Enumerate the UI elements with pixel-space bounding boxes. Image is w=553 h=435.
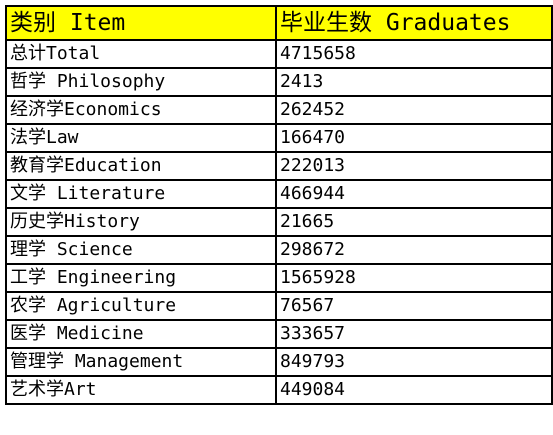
category-cell: 哲学 Philosophy	[5, 67, 277, 97]
graduates-cell: 298672	[275, 235, 553, 265]
table-row: 历史学History 21665	[5, 207, 553, 237]
graduates-cell: 466944	[275, 179, 553, 209]
header-row: 类别 Item 毕业生数 Graduates	[5, 5, 553, 41]
graduates-cell: 849793	[275, 347, 553, 377]
table-row: 教育学Education 222013	[5, 151, 553, 181]
table-header: 类别 Item 毕业生数 Graduates	[5, 5, 553, 41]
table-row: 理学 Science 298672	[5, 235, 553, 265]
graduates-cell: 21665	[275, 207, 553, 237]
category-cell: 教育学Education	[5, 151, 277, 181]
graduates-cell: 166470	[275, 123, 553, 153]
table-row: 艺术学Art 449084	[5, 375, 553, 405]
header-category: 类别 Item	[5, 5, 277, 41]
category-cell: 艺术学Art	[5, 375, 277, 405]
table-row: 医学 Medicine 333657	[5, 319, 553, 349]
category-cell: 农学 Agriculture	[5, 291, 277, 321]
graduates-cell: 333657	[275, 319, 553, 349]
category-cell: 总计Total	[5, 39, 277, 69]
graduates-cell: 76567	[275, 291, 553, 321]
table-row: 管理学 Management 849793	[5, 347, 553, 377]
graduates-table: 类别 Item 毕业生数 Graduates 总计Total 4715658 哲…	[5, 5, 553, 405]
table-row: 哲学 Philosophy 2413	[5, 67, 553, 97]
graduates-cell: 2413	[275, 67, 553, 97]
table-row: 文学 Literature 466944	[5, 179, 553, 209]
category-cell: 经济学Economics	[5, 95, 277, 125]
table-row: 经济学Economics 262452	[5, 95, 553, 125]
table-body: 总计Total 4715658 哲学 Philosophy 2413 经济学Ec…	[5, 39, 553, 405]
header-graduates: 毕业生数 Graduates	[275, 5, 553, 41]
category-cell: 工学 Engineering	[5, 263, 277, 293]
graduates-cell: 222013	[275, 151, 553, 181]
table-row: 法学Law 166470	[5, 123, 553, 153]
category-cell: 历史学History	[5, 207, 277, 237]
table-row: 农学 Agriculture 76567	[5, 291, 553, 321]
category-cell: 文学 Literature	[5, 179, 277, 209]
category-cell: 管理学 Management	[5, 347, 277, 377]
graduates-cell: 1565928	[275, 263, 553, 293]
table-row: 工学 Engineering 1565928	[5, 263, 553, 293]
graduates-cell: 449084	[275, 375, 553, 405]
graduates-cell: 4715658	[275, 39, 553, 69]
category-cell: 法学Law	[5, 123, 277, 153]
graduates-cell: 262452	[275, 95, 553, 125]
table-row: 总计Total 4715658	[5, 39, 553, 69]
category-cell: 医学 Medicine	[5, 319, 277, 349]
category-cell: 理学 Science	[5, 235, 277, 265]
